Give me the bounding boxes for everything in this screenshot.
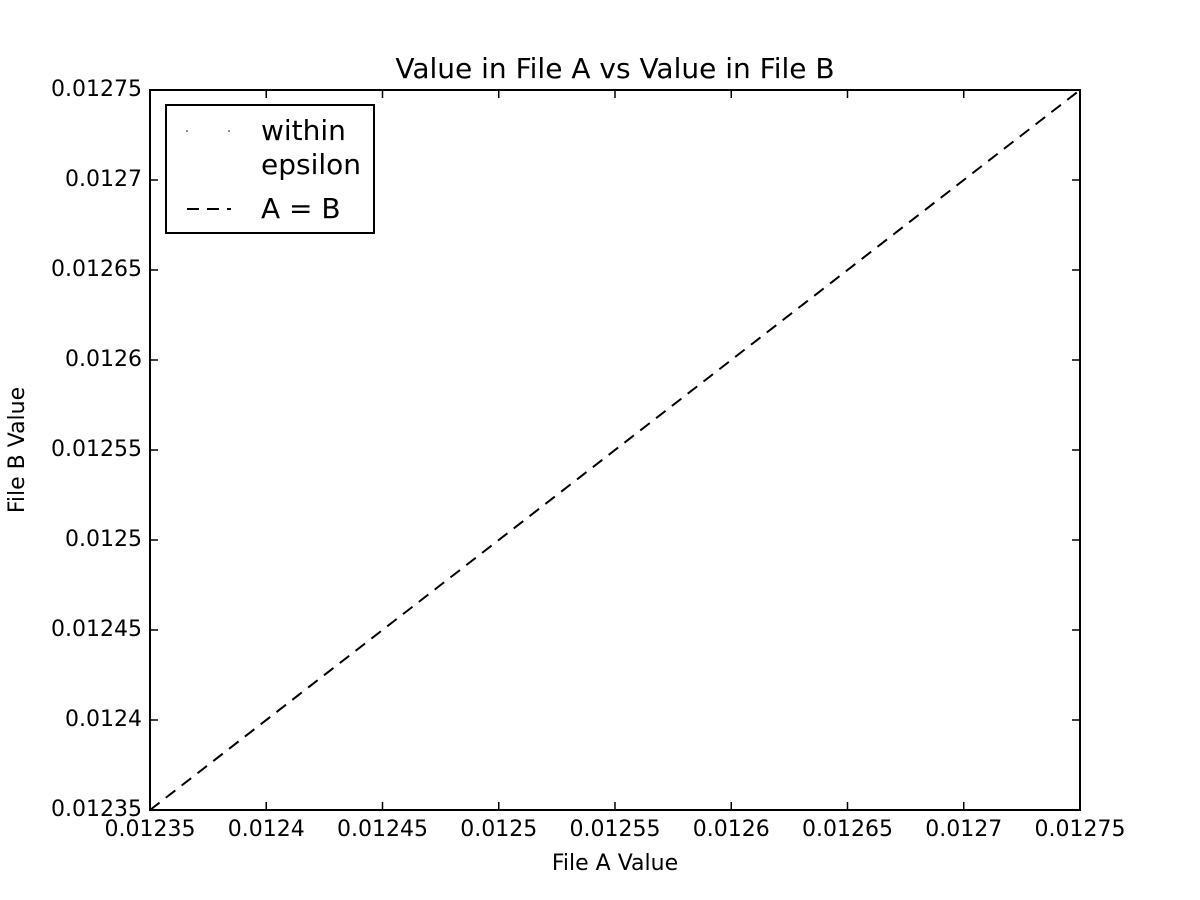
x-tick-label: 0.01235 [105,817,196,842]
chart-title: Value in File A vs Value in File B [395,52,834,85]
legend-key [187,208,231,210]
x-tick-label: 0.01265 [802,817,893,842]
legend-key [186,130,230,132]
y-tick-label: 0.01255 [51,437,142,462]
y-tick-label: 0.01275 [51,77,142,102]
x-axis-label: File A Value [552,851,678,876]
y-tick-label: 0.01245 [51,617,142,642]
x-tick-label: 0.0124 [228,817,305,842]
reference-line [149,89,1081,811]
x-tick-label: 0.0126 [693,817,770,842]
y-tick-label: 0.0126 [65,347,142,372]
y-axis-label: File B Value [5,387,30,513]
x-tick-label: 0.01245 [337,817,428,842]
legend-marker [228,130,230,132]
y-tick-label: 0.0125 [65,527,142,552]
y-tick-label: 0.0124 [65,707,142,732]
legend-marker [186,130,188,132]
y-tick-label: 0.01235 [51,797,142,822]
x-tick-label: 0.01255 [570,817,661,842]
x-tick-label: 0.0127 [925,817,1002,842]
legend: within epsilon A = B [165,104,375,234]
y-tick-label: 0.01265 [51,257,142,282]
y-tick-label: 0.0127 [65,167,142,192]
legend-label: within epsilon [261,114,362,181]
x-tick-label: 0.01275 [1035,817,1126,842]
x-tick-label: 0.0125 [460,817,537,842]
legend-label: A = B [261,192,341,225]
